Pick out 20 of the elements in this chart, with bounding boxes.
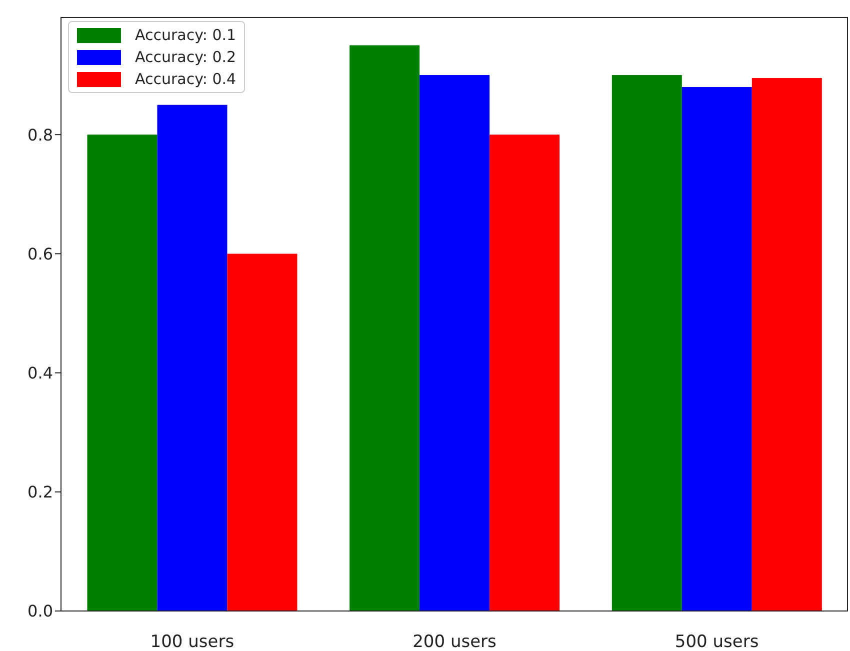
- y-tick-label: 0.2: [28, 482, 53, 502]
- x-tick-label: 100 users: [150, 632, 234, 651]
- y-tick-label: 0.8: [28, 125, 53, 144]
- bar: [420, 75, 490, 611]
- y-tick-label: 0.0: [28, 602, 53, 621]
- legend-label: Accuracy: 0.4: [135, 70, 236, 88]
- legend-label: Accuracy: 0.2: [135, 48, 236, 66]
- bar: [752, 78, 822, 611]
- x-tick-label: 200 users: [412, 632, 497, 651]
- legend-label: Accuracy: 0.1: [135, 26, 236, 44]
- bar: [612, 75, 682, 611]
- y-tick-label: 0.4: [28, 363, 53, 382]
- y-tick-label: 0.6: [28, 244, 53, 264]
- bar: [490, 134, 560, 611]
- x-tick-label: 500 users: [674, 632, 759, 651]
- bar: [682, 86, 752, 611]
- bar: [227, 254, 298, 611]
- bar: [350, 45, 420, 611]
- bar: [157, 104, 228, 611]
- bar: [87, 134, 158, 611]
